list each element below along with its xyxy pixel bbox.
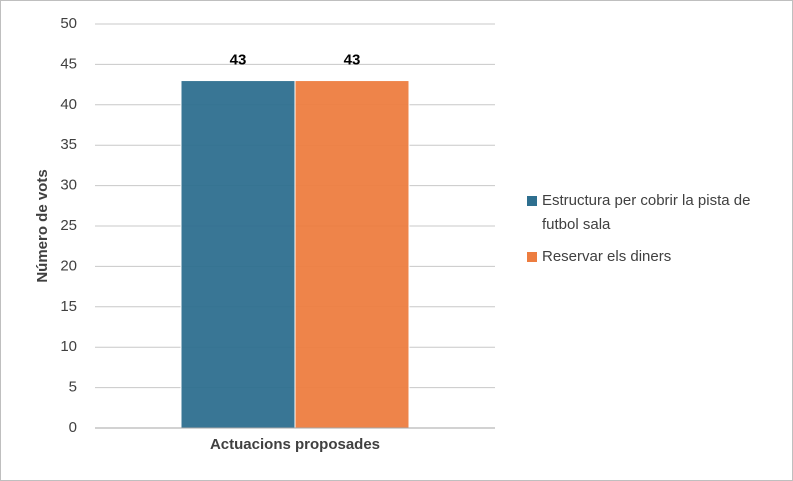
legend: Estructura per cobrir la pista de futbol… xyxy=(527,189,782,277)
y-tick-label: 20 xyxy=(60,257,77,274)
y-tick-label: 35 xyxy=(60,136,77,153)
data-label: 43 xyxy=(344,52,361,69)
y-tick-label: 0 xyxy=(69,419,77,436)
legend-label: Estructura per cobrir la pista de futbol… xyxy=(542,192,751,233)
data-label: 43 xyxy=(230,52,247,69)
y-tick-label: 10 xyxy=(60,338,77,355)
y-tick-label: 30 xyxy=(60,177,77,194)
bar xyxy=(180,80,296,429)
legend-item: Estructura per cobrir la pista de futbol… xyxy=(527,189,782,237)
y-tick-label: 25 xyxy=(60,217,77,234)
x-tick-label: Actuacions proposades xyxy=(210,436,380,453)
legend-label: Reservar els diners xyxy=(542,248,672,265)
y-tick-label: 5 xyxy=(69,379,77,396)
y-tick-label: 15 xyxy=(60,298,77,315)
legend-swatch xyxy=(527,196,537,206)
y-tick-label: 50 xyxy=(60,15,77,32)
y-tick-label: 40 xyxy=(60,96,77,113)
y-axis-label: Número de vots xyxy=(34,169,51,282)
bar xyxy=(294,80,410,429)
y-tick-label: 45 xyxy=(60,55,77,72)
legend-item: Reservar els diners xyxy=(527,245,782,269)
legend-swatch xyxy=(527,252,537,262)
